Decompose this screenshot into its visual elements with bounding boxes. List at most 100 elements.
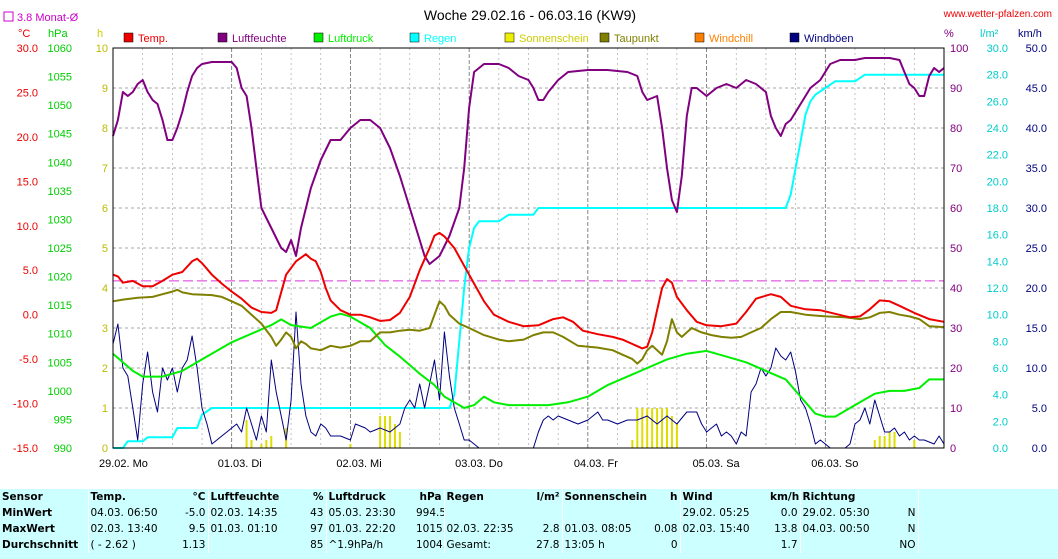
rain-unit-header: l/m² [536, 491, 560, 503]
sunshine-bar [245, 420, 248, 448]
axis-labels: 30.025.020.015.010.05.00.0-5.0-10.0-15.0… [13, 43, 1047, 470]
sun-value [650, 505, 680, 521]
series-lines [112, 57, 945, 449]
hum-time [207, 537, 296, 553]
wind-tick-label: 5.0 [1032, 403, 1047, 415]
sunshine-bar [646, 408, 649, 448]
sunshine-bar [670, 416, 673, 448]
press-tick-label: 1030 [48, 214, 72, 226]
rain-tick-label: 10.0 [987, 310, 1008, 322]
sunshine-bar [349, 444, 352, 448]
sunshine-bar [265, 440, 268, 448]
sun-tick-label: 5 [102, 243, 108, 255]
row-label: Durchschnitt [2, 539, 79, 551]
hum-time: 02.03. 14:35 [207, 505, 296, 521]
hum-tick-label: 0 [950, 443, 956, 455]
summary-avg-row: Durchschnitt ( - 2.62 ) 1.13 85 ^1.9hPa/… [0, 537, 1058, 553]
sun-tick-label: 9 [102, 83, 108, 95]
temp-unit-label: °C [18, 28, 30, 40]
hum-tick-label: 60 [950, 203, 962, 215]
sunshine-bar [878, 436, 881, 448]
sun-time [561, 505, 650, 521]
temp-tick-label: 5.0 [23, 265, 38, 277]
dir-value: N [907, 507, 916, 519]
wind-tick-label: 15.0 [1026, 323, 1047, 335]
press-header: Luftdruck [325, 489, 414, 505]
dir-value: N [907, 523, 916, 535]
temp-line [112, 231, 945, 350]
wind-value: 13.8 [774, 523, 798, 535]
day-label: 05.03. Sa [693, 458, 741, 470]
press-tick-label: 1035 [48, 186, 72, 198]
sun-tick-label: 3 [102, 323, 108, 335]
press-tick-label: 995 [54, 414, 72, 426]
sun-time: 13:05 h [561, 537, 650, 553]
press-tick-label: 1040 [48, 157, 72, 169]
dir-time [799, 537, 888, 553]
press-value: 1004.3 [416, 539, 444, 551]
rain-time: Gesamt: [443, 537, 532, 553]
rain-tick-label: 20.0 [987, 176, 1008, 188]
press-value: 1015.0 [416, 523, 444, 535]
day-label: 01.03. Di [218, 458, 262, 470]
rain-value: 2.8 [542, 523, 560, 535]
wind-tick-label: 40.0 [1026, 123, 1047, 135]
day-label: 03.03. Do [455, 458, 503, 470]
dir-time: 04.03. 00:50 [799, 521, 888, 537]
sun-value: 0 [670, 539, 678, 551]
rain-tick-label: 14.0 [987, 256, 1008, 268]
legend-swatch [409, 32, 420, 43]
sun-tick-label: 2 [102, 363, 108, 375]
rain-time [443, 505, 532, 521]
wind-unit-header: km/h [770, 491, 800, 503]
sun-tick-label: 4 [102, 283, 108, 295]
press-tick-label: 1045 [48, 129, 72, 141]
hum-time: 01.03. 01:10 [207, 521, 296, 537]
dir-time: 29.02. 05:30 [799, 505, 888, 521]
temp-unit-header: °C [192, 491, 206, 503]
sunshine-bar [641, 408, 644, 448]
rain-tick-label: 4.0 [993, 390, 1008, 402]
press-time: 05.03. 23:30 [325, 505, 414, 521]
legend-label: Regen [424, 33, 456, 45]
sunshine-bar [398, 432, 401, 448]
hum-value: 97 [310, 523, 324, 535]
hum-tick-label: 30 [950, 323, 962, 335]
wind-time: 29.02. 05:25 [679, 505, 768, 521]
row-label: MaxWert [2, 523, 55, 535]
wind-tick-label: 30.0 [1026, 203, 1047, 215]
sun-tick-label: 10 [96, 43, 108, 55]
temp-time: 02.03. 13:40 [87, 521, 176, 537]
press-tick-label: 1015 [48, 300, 72, 312]
temp-value: -5.0 [185, 507, 206, 519]
summary-table: Sensor Temp. °C Luftfeuchte % Luftdruck … [0, 489, 1058, 559]
temp-time: ( - 2.62 ) [87, 537, 176, 553]
wind-value: 0.0 [780, 507, 798, 519]
legend-swatch [789, 32, 800, 43]
press-unit-label: hPa [48, 28, 68, 40]
press-tick-label: 1055 [48, 72, 72, 84]
press-time: ^1.9hPa/h [325, 537, 414, 553]
press-tick-label: 1000 [48, 386, 72, 398]
summary-max-row: MaxWert 02.03. 13:40 9.5 01.03. 01:10 97… [0, 521, 1058, 537]
sunshine-bar [270, 436, 273, 448]
humidity-line [112, 57, 945, 265]
temp-tick-label: 30.0 [17, 43, 38, 55]
site-link[interactable]: www.wetter-pfalzen.com [943, 9, 1052, 20]
temp-header: Temp. [87, 489, 176, 505]
sunshine-bar [636, 408, 639, 448]
hum-unit-label: % [944, 28, 954, 40]
hum-tick-label: 90 [950, 83, 962, 95]
rain-tick-label: 16.0 [987, 230, 1008, 242]
temp-tick-label: -5.0 [19, 354, 38, 366]
legend: Temp. Luftfeuchte Luftdruck Regen Sonnensche… [123, 32, 854, 45]
rain-tick-label: 2.0 [993, 416, 1008, 428]
sunshine-bar [651, 408, 654, 448]
legend-swatch [599, 32, 610, 43]
sunshine-bar [883, 436, 886, 448]
dir-value: NO [899, 539, 916, 551]
wind-tick-label: 20.0 [1026, 283, 1047, 295]
legend-label: Luftdruck [328, 33, 374, 45]
legend-label: Temp. [138, 33, 168, 45]
wind-time [679, 537, 768, 553]
